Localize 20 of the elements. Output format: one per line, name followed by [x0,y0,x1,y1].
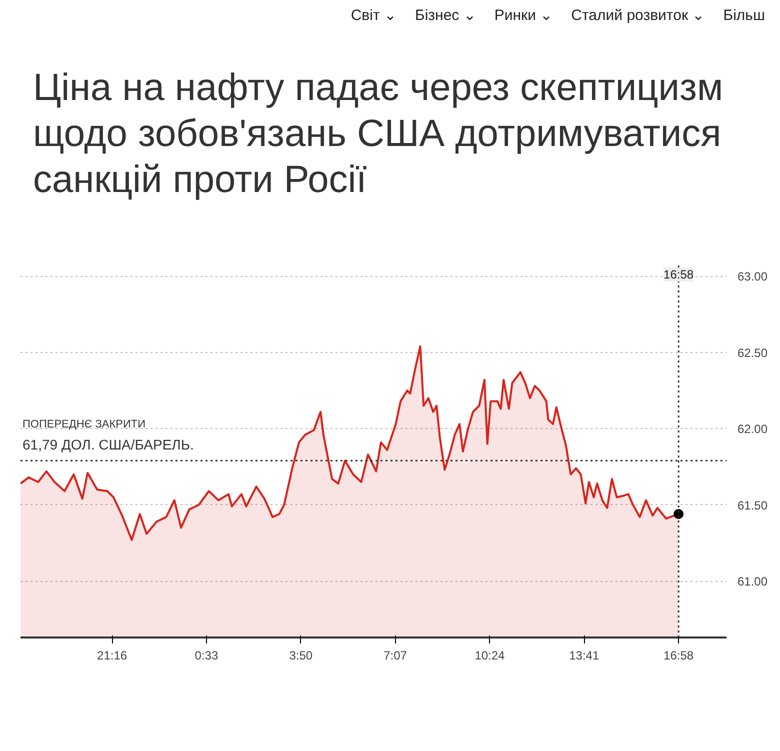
ref-line-label: ПОПЕРЕДНЄ ЗАКРИТИ 61,79 ДОЛ. США/БАРЕЛЬ. [22,418,194,453]
y-tick-label: 62.00 [738,422,768,436]
x-tick-label: 21:16 [97,648,128,662]
text: Більш [723,7,765,24]
y-tick-label: 61.00 [738,574,768,589]
text: Ринки ⌄ [494,7,554,24]
x-tick-label: 7:07 [384,648,408,662]
text: Бізнес ⌄ [415,7,476,24]
chart-title: Ціна на нафту падає через скептицизм щодо зобов'язань США дотримуватися санкцій проти Росії [32,66,724,203]
x-tick-label: 0:33 [194,648,218,662]
text: Світ ⌄ [350,7,397,24]
x-tick-label: 13:41 [569,648,600,662]
x-tick-label: 3:50 [289,648,313,662]
ref-line-label: 16:58 [664,268,694,282]
y-tick-label: 61.50 [738,498,768,512]
y-tick-label: 63.00 [738,270,768,284]
x-tick-label: 10:24 [474,648,506,662]
text: Сталий розвиток ⌄ [571,7,706,24]
x-tick-label: 16:58 [664,648,694,662]
y-tick-label: 62.50 [738,346,768,360]
